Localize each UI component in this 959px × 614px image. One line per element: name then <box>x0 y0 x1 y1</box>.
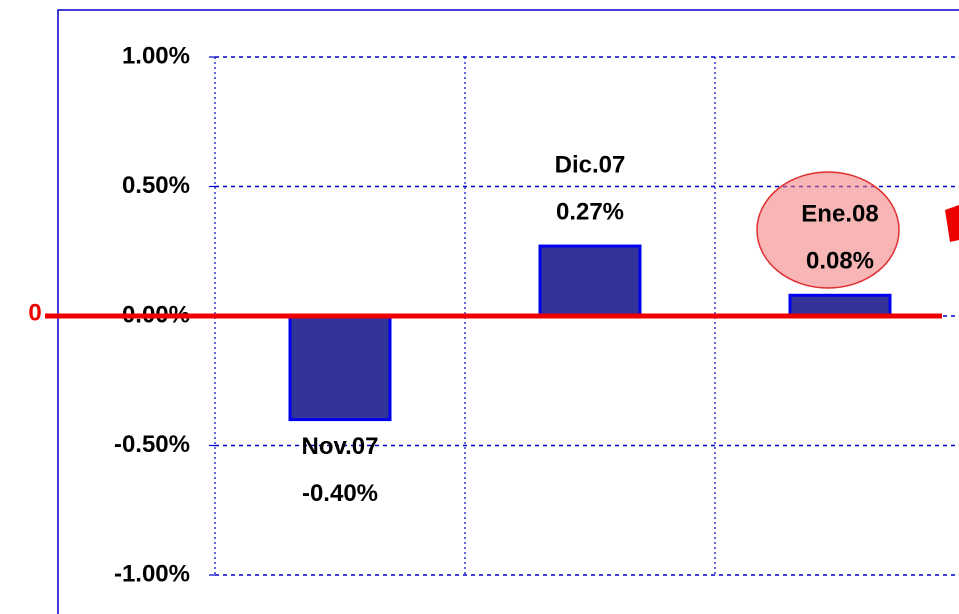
arrow-fragment <box>945 205 959 242</box>
value-label: 0.08% <box>806 248 874 275</box>
category-label: Dic.07 <box>555 151 626 178</box>
bar <box>788 293 892 318</box>
category-label: Nov.07 <box>302 433 379 460</box>
highlight-ellipse <box>756 171 900 289</box>
value-label: -0.40% <box>302 480 378 507</box>
y-tick-label: -1.00% <box>114 560 190 587</box>
category-label: Ene.08 <box>801 201 878 228</box>
zero-annotation: 0 <box>28 299 41 326</box>
value-label: 0.27% <box>556 198 624 225</box>
bar <box>288 314 392 422</box>
bar <box>538 244 642 318</box>
y-tick-label: -0.50% <box>114 431 190 458</box>
y-tick-label: 0.50% <box>122 172 190 199</box>
y-tick-label: 1.00% <box>122 42 190 69</box>
